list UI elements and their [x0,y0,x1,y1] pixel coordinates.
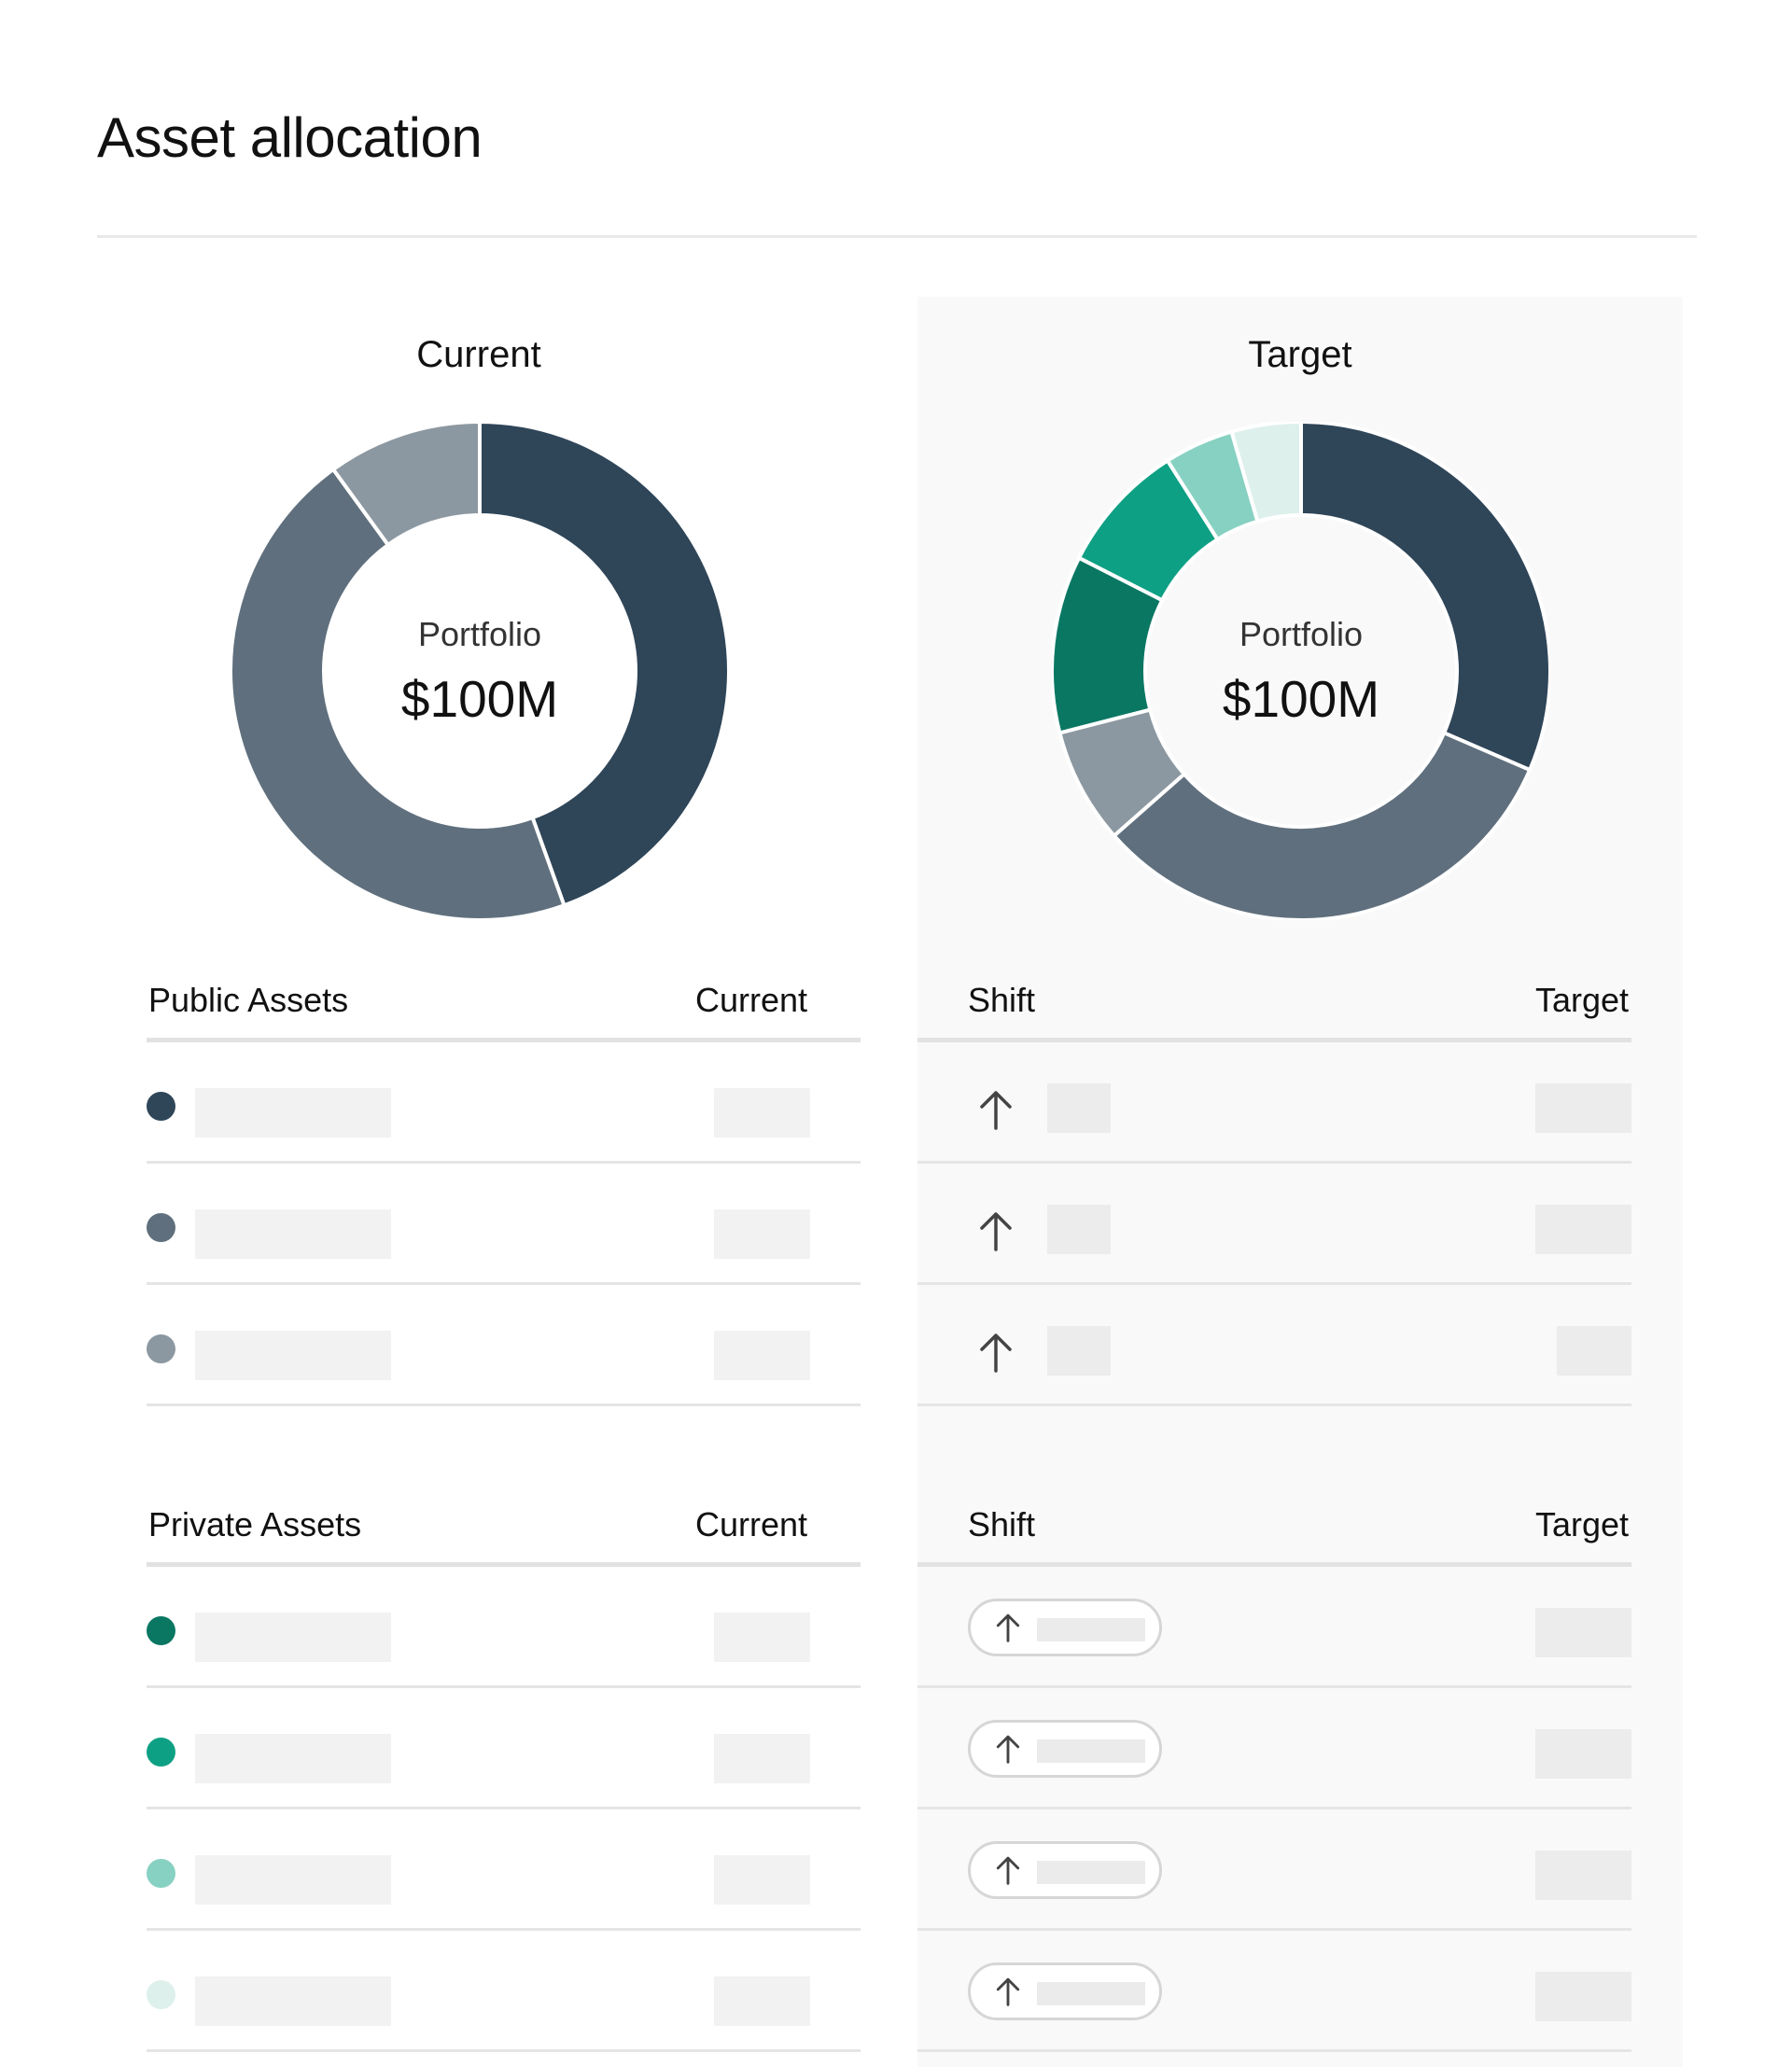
target-chart-title: Target [1248,334,1352,375]
target-value-placeholder [1557,1326,1631,1376]
current-value-placeholder [714,1613,810,1662]
shift-value-placeholder [1037,1982,1145,2005]
target-value-placeholder [1535,1851,1631,1900]
title-divider [97,235,1697,238]
legend-dot [147,1859,175,1888]
target-value-placeholder [1535,1205,1631,1254]
current-value-placeholder [714,1855,810,1905]
table-row[interactable] [917,1164,1631,1285]
asset-name-placeholder [195,1613,391,1662]
arrow-up-icon [996,1856,1020,1885]
public-assets-header-target: Target [1534,981,1629,1019]
current-chart-title: Current [416,334,541,375]
private-assets-header-name: Private Assets [148,1505,362,1543]
table-row[interactable] [917,1042,1631,1164]
donut-slice-2[interactable] [1111,730,1533,920]
arrow-up-icon [996,1613,1020,1642]
arrow-up-icon [980,1212,1012,1251]
public-assets-header: Public Assets Current [147,980,861,1042]
public-assets-target-header: Shift Target [917,980,1631,1042]
arrow-up-icon [980,1091,1012,1130]
shift-pill[interactable] [968,1841,1162,1899]
legend-dot [147,1334,175,1363]
table-row[interactable] [917,1567,1631,1688]
private-assets-header: Private Assets Current [147,1504,861,1567]
asset-name-placeholder [195,1088,391,1138]
table-row[interactable] [147,1931,861,2052]
asset-name-placeholder [195,1209,391,1259]
table-row[interactable] [917,1809,1631,1931]
target-center-value: $100M [1223,670,1379,728]
target-value-placeholder [1535,1608,1631,1657]
donut-slice-3[interactable] [330,422,482,548]
table-row[interactable] [147,1567,861,1688]
shift-pill[interactable] [968,1720,1162,1778]
arrow-up-icon [996,1977,1020,2006]
table-row[interactable] [147,1285,861,1406]
legend-dot [147,1092,175,1121]
target-value-placeholder [1535,1972,1631,2021]
asset-name-placeholder [195,1331,391,1380]
table-row[interactable] [147,1164,861,1285]
donut-slice-1[interactable] [1299,422,1550,773]
donut-slice-2[interactable] [231,467,567,920]
arrow-up-icon [996,1735,1020,1764]
legend-dot [147,1616,175,1645]
private-assets-table: Private Assets Current [147,1504,861,2052]
target-donut-chart: Portfolio $100M [1052,422,1550,920]
private-assets-target-header: Shift Target [917,1504,1631,1567]
public-assets-header-shift: Shift [968,981,1036,1019]
asset-name-placeholder [195,1976,391,2026]
table-row[interactable] [147,1042,861,1164]
public-assets-target-table: Shift Target [917,980,1631,1406]
shift-value-placeholder [1037,1861,1145,1884]
page-title: Asset allocation [97,106,483,169]
target-value-placeholder [1535,1729,1631,1779]
public-assets-header-name: Public Assets [148,981,349,1019]
current-value-placeholder [714,1331,810,1380]
private-assets-target-table: Shift Target [917,1504,1631,2052]
target-value-placeholder [1535,1083,1631,1133]
shift-value-placeholder [1037,1618,1145,1641]
asset-name-placeholder [195,1734,391,1783]
arrow-up-icon [980,1334,1012,1373]
donut-slice-1[interactable] [478,422,729,908]
public-assets-table: Public Assets Current [147,980,861,1406]
legend-dot [147,1213,175,1242]
asset-name-placeholder [195,1855,391,1905]
legend-dot [147,1980,175,2009]
table-row[interactable] [147,1809,861,1931]
table-row[interactable] [917,1285,1631,1406]
public-assets-header-current: Current [694,981,807,1019]
shift-pill[interactable] [968,1599,1162,1656]
current-value-placeholder [714,1088,810,1138]
private-assets-header-current: Current [694,1505,807,1543]
table-row[interactable] [917,1931,1631,2052]
current-value-placeholder [714,1976,810,2026]
shift-value-placeholder [1047,1205,1111,1254]
table-row[interactable] [147,1688,861,1809]
table-row[interactable] [917,1688,1631,1809]
current-donut-chart: Portfolio $100M [231,422,729,920]
private-assets-header-target: Target [1534,1505,1629,1543]
shift-pill[interactable] [968,1962,1162,2020]
shift-value-placeholder [1047,1326,1111,1376]
private-assets-header-shift: Shift [968,1505,1036,1543]
current-value-placeholder [714,1209,810,1259]
donut-slice-7[interactable] [1229,422,1303,524]
legend-dot [147,1738,175,1767]
current-value-placeholder [714,1734,810,1783]
target-center-label: Portfolio [1239,615,1363,653]
shift-value-placeholder [1037,1739,1145,1763]
current-center-label: Portfolio [418,615,541,653]
current-center-value: $100M [401,670,558,728]
shift-value-placeholder [1047,1083,1111,1133]
